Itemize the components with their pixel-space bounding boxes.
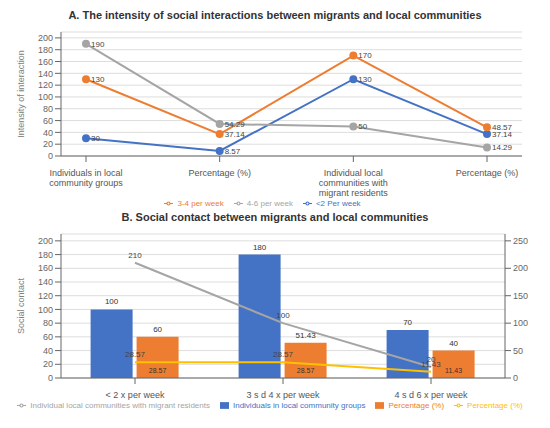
svg-text:80: 80 bbox=[43, 104, 53, 114]
svg-text:150: 150 bbox=[513, 291, 528, 301]
svg-text:100: 100 bbox=[513, 318, 528, 328]
svg-text:Individuals in localcommunity: Individuals in localcommunity groups bbox=[49, 168, 123, 188]
html-text:3-4 per week: 3-4 per week bbox=[177, 199, 224, 208]
svg-text:Intensity of interaction: Intensity of interaction bbox=[16, 50, 26, 138]
svg-text:3 s d 4 x per week: 3 s d 4 x per week bbox=[246, 390, 320, 400]
svg-text:50: 50 bbox=[513, 346, 523, 356]
svg-text:60: 60 bbox=[43, 332, 53, 342]
svg-text:14.29: 14.29 bbox=[492, 143, 513, 152]
svg-text:190: 190 bbox=[91, 40, 105, 49]
html-text:Percentage (%): Percentage (%) bbox=[467, 401, 523, 410]
svg-text:11.43: 11.43 bbox=[445, 367, 462, 374]
svg-text:0: 0 bbox=[48, 373, 53, 383]
svg-text:120: 120 bbox=[38, 291, 53, 301]
svg-text:Individual localcommunities wi: Individual localcommunities withmigrant … bbox=[319, 168, 389, 198]
svg-text:160: 160 bbox=[38, 263, 53, 273]
svg-text:28.57: 28.57 bbox=[149, 367, 167, 374]
svg-text:40: 40 bbox=[43, 346, 53, 356]
svg-text:160: 160 bbox=[38, 57, 53, 67]
svg-text:28.57: 28.57 bbox=[273, 350, 294, 359]
svg-text:200: 200 bbox=[38, 33, 53, 43]
svg-text:8.57: 8.57 bbox=[225, 147, 241, 156]
svg-text:48.57: 48.57 bbox=[492, 123, 513, 132]
svg-text:20: 20 bbox=[43, 139, 53, 149]
svg-text:Percentage (%): Percentage (%) bbox=[456, 168, 519, 178]
svg-text:0: 0 bbox=[513, 373, 518, 383]
svg-text:70: 70 bbox=[403, 318, 412, 327]
svg-text:Percentage (%): Percentage (%) bbox=[188, 168, 251, 178]
svg-text:210: 210 bbox=[128, 251, 142, 260]
svg-text:100: 100 bbox=[38, 92, 53, 102]
html-text:A. The intensity of social int: A. The intensity of social interactions … bbox=[68, 9, 482, 21]
svg-text:11.43: 11.43 bbox=[421, 360, 441, 369]
svg-text:100: 100 bbox=[105, 297, 119, 306]
svg-text:120: 120 bbox=[38, 80, 53, 90]
svg-text:Social contact: Social contact bbox=[16, 277, 26, 334]
html-text:Individuals in local community: Individuals in local community groups bbox=[233, 401, 366, 410]
svg-text:250: 250 bbox=[513, 236, 528, 246]
html-text:Individual local communities w: Individual local communities with migran… bbox=[30, 401, 210, 410]
svg-text:170: 170 bbox=[358, 51, 372, 60]
svg-text:180: 180 bbox=[253, 243, 267, 252]
svg-text:4 s d 6 x per week: 4 s d 6 x per week bbox=[394, 390, 468, 400]
svg-text:100: 100 bbox=[276, 311, 290, 320]
svg-text:20: 20 bbox=[43, 359, 53, 369]
svg-text:54.29: 54.29 bbox=[225, 120, 246, 129]
html-text:B. Social contact between migr: B. Social contact between migrants and l… bbox=[121, 211, 429, 223]
svg-text:200: 200 bbox=[513, 263, 528, 273]
svg-text:51.43: 51.43 bbox=[296, 331, 317, 340]
svg-text:50: 50 bbox=[358, 122, 367, 131]
svg-text:130: 130 bbox=[91, 75, 105, 84]
html-text:<2 Per week: <2 Per week bbox=[315, 199, 361, 208]
svg-text:140: 140 bbox=[38, 69, 53, 79]
svg-text:37.14: 37.14 bbox=[225, 130, 246, 139]
svg-text:130: 130 bbox=[358, 75, 372, 84]
svg-text:180: 180 bbox=[38, 250, 53, 260]
svg-text:200: 200 bbox=[38, 236, 53, 246]
svg-text:100: 100 bbox=[38, 305, 53, 315]
html-text:4-6 per week: 4-6 per week bbox=[246, 199, 293, 208]
svg-text:60: 60 bbox=[43, 116, 53, 126]
svg-text:180: 180 bbox=[38, 45, 53, 55]
svg-text:140: 140 bbox=[38, 277, 53, 287]
svg-text:0: 0 bbox=[48, 151, 53, 161]
html-text:Percentage (%): Percentage (%) bbox=[388, 401, 445, 410]
svg-text:37.14: 37.14 bbox=[492, 129, 512, 139]
svg-text:28.57: 28.57 bbox=[297, 367, 315, 374]
svg-text:60: 60 bbox=[153, 325, 162, 334]
svg-text:28.57: 28.57 bbox=[125, 350, 146, 359]
svg-text:30: 30 bbox=[91, 134, 100, 143]
svg-text:40: 40 bbox=[43, 128, 53, 138]
svg-text:< 2 x per week: < 2 x per week bbox=[106, 390, 165, 400]
svg-text:80: 80 bbox=[43, 318, 53, 328]
svg-text:40: 40 bbox=[449, 339, 458, 348]
